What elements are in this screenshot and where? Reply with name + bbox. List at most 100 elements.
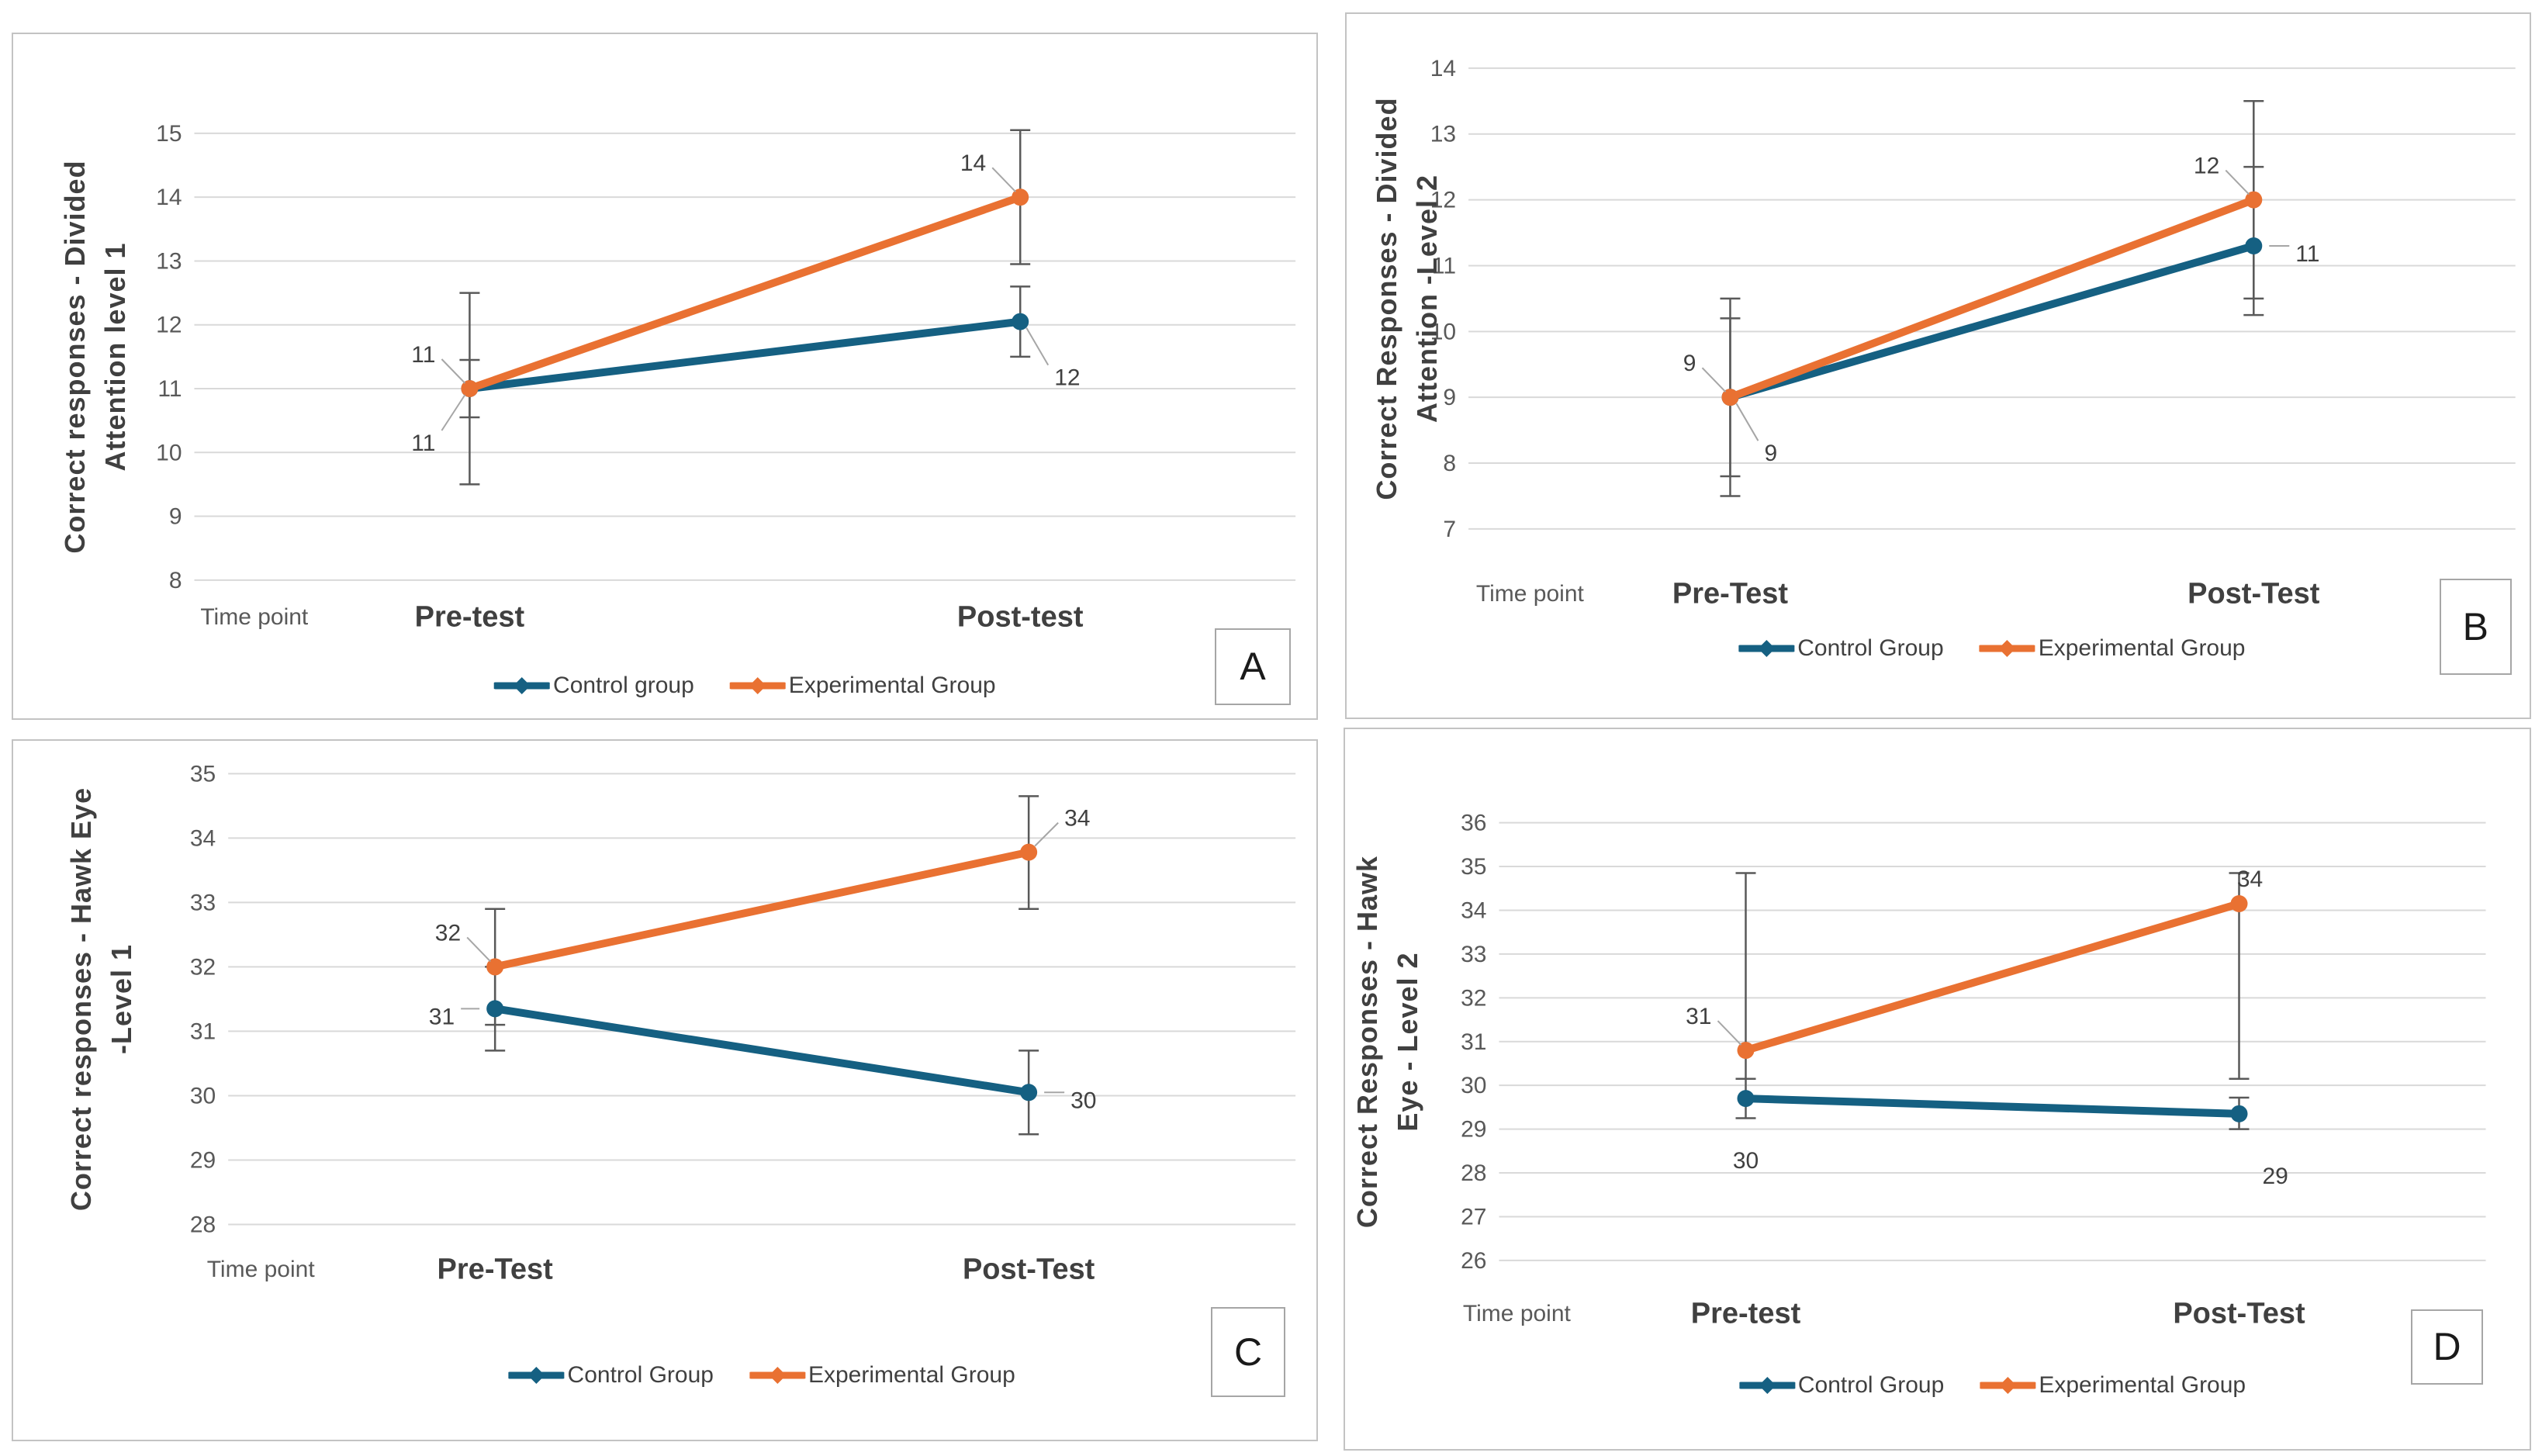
y-tick-label: 12 — [156, 313, 182, 338]
y-tick-label: 31 — [190, 1019, 216, 1044]
data-point-marker — [1737, 1042, 1755, 1060]
experimental-line-marker-icon — [749, 1366, 805, 1385]
label-leader-line — [466, 936, 491, 963]
chart-panel-b: 7 8 9 10 11 12 13 14 9 11 9 12 Correct Responses - … — [1345, 12, 2531, 719]
label-leader-line — [441, 394, 466, 431]
experimental-line-marker-icon — [729, 676, 786, 695]
legend-item-control: Control group — [494, 673, 694, 699]
data-point-marker — [2245, 237, 2263, 254]
y-tick-label: 26 — [1461, 1248, 1486, 1274]
y-tick-label: 11 — [1432, 253, 1456, 278]
y-tick-label: 29 — [1461, 1117, 1486, 1143]
y-tick-label: 12 — [1430, 188, 1456, 213]
y-axis-title: Correct responses - Hawk Eye -Level 1 — [65, 787, 138, 1212]
y-tick-label: 15 — [156, 121, 182, 147]
series-line — [465, 317, 1025, 393]
y-tick-label: 30 — [1461, 1073, 1486, 1098]
y-tick-label: 14 — [156, 185, 182, 210]
y-axis-title: Correct responses - Divided Attention lev… — [58, 160, 131, 554]
label-leader-line — [2225, 169, 2250, 195]
category-label-post: Post-test — [956, 600, 1084, 634]
label-leader-line — [1717, 1020, 1742, 1046]
label-leader-line — [1735, 403, 1759, 441]
data-label: 31 — [429, 1004, 455, 1029]
legend-item-experimental: Experimental Group — [729, 673, 996, 699]
category-label-pre: Pre-Test — [437, 1253, 553, 1286]
data-label: 30 — [1070, 1088, 1096, 1113]
data-point-marker — [2230, 895, 2248, 913]
data-label: 11 — [2295, 241, 2319, 267]
label-leader-line — [1034, 821, 1059, 847]
chart-panel-a: 8 9 10 11 12 13 14 15 11 12 11 14 Correct responses… — [12, 33, 1318, 720]
data-point-marker — [1012, 188, 1029, 206]
data-label: 34 — [2237, 866, 2263, 892]
category-label-pre: Pre-test — [414, 600, 525, 634]
experimental-line-marker-icon — [1980, 1376, 2036, 1395]
label-leader-line — [991, 167, 1016, 192]
data-point-marker — [1020, 843, 1038, 861]
y-tick-label: 33 — [190, 890, 216, 915]
y-tick-label: 13 — [1430, 122, 1456, 147]
y-tick-label: 13 — [156, 248, 182, 274]
y-tick-label: 28 — [1461, 1160, 1486, 1186]
chart-panel-d: 26 27 28 29 30 31 32 33 34 35 36 30 29 31 34 Correct R… — [1344, 728, 2531, 1451]
chart-svg: 28 29 30 31 32 33 34 35 31 30 32 34 — [190, 761, 1296, 1237]
y-tick-label: 7 — [1443, 517, 1456, 542]
series-line — [491, 848, 1033, 971]
series-line — [1741, 1095, 2243, 1118]
legend-item-experimental: Experimental Group — [1980, 1372, 2246, 1399]
legend-item-control: Control Group — [1738, 635, 1944, 662]
y-tick-label: 10 — [1430, 319, 1456, 344]
legend-item-experimental: Experimental Group — [749, 1362, 1015, 1389]
series-line — [491, 1005, 1033, 1097]
legend-item-experimental: Experimental Group — [1979, 635, 2245, 662]
y-tick-label: 35 — [190, 761, 216, 787]
y-axis-title: Correct Responses - Hawk Eye - Level 2 — [1351, 855, 1423, 1228]
data-label: 9 — [1683, 351, 1696, 376]
y-tick-label: 35 — [1461, 854, 1486, 880]
data-point-marker — [1012, 313, 1029, 330]
category-label-post: Post-Test — [2173, 1297, 2305, 1330]
chart-svg: 26 27 28 29 30 31 32 33 34 35 36 30 29 31 34 — [1461, 811, 2486, 1274]
data-point-marker — [486, 958, 504, 976]
data-label: 14 — [960, 150, 986, 176]
y-tick-label: 34 — [1461, 897, 1486, 923]
x-axis-title: Time point — [1475, 581, 1584, 607]
data-point-marker — [486, 1000, 504, 1018]
y-tick-label: 32 — [1461, 985, 1486, 1011]
control-line-marker-icon — [508, 1366, 565, 1385]
panel-letter-badge: C — [1210, 1306, 1286, 1398]
data-label: 11 — [411, 342, 435, 368]
data-point-marker — [2230, 1105, 2248, 1122]
label-leader-line — [1025, 327, 1050, 366]
chart-svg: 8 9 10 11 12 13 14 15 11 12 11 14 — [156, 121, 1296, 593]
y-tick-label: 32 — [190, 954, 216, 980]
experimental-line-marker-icon — [1979, 639, 2035, 658]
series-line — [1726, 241, 2258, 402]
y-tick-label: 29 — [190, 1147, 216, 1173]
data-label: 32 — [435, 920, 461, 946]
plot-area: 7 8 9 10 11 12 13 14 9 11 9 12 — [1347, 14, 2530, 718]
y-tick-label: 9 — [169, 504, 182, 530]
category-label-post: Post-Test — [962, 1253, 1095, 1286]
data-label: 34 — [1064, 806, 1090, 832]
y-tick-label: 8 — [169, 568, 182, 593]
y-tick-label: 10 — [156, 440, 182, 465]
panel-letter-badge: D — [2411, 1309, 2483, 1385]
data-point-marker — [1721, 389, 1739, 406]
chart-panel-c: 28 29 30 31 32 33 34 35 31 30 32 34 Correct respons… — [12, 739, 1318, 1441]
y-tick-label: 27 — [1461, 1204, 1486, 1229]
data-label: 31 — [1686, 1004, 1711, 1029]
y-tick-label: 34 — [190, 825, 216, 851]
data-label: 12 — [1054, 365, 1080, 391]
x-axis-title: Time point — [206, 1257, 315, 1283]
data-point-marker — [1737, 1090, 1755, 1108]
data-label: 9 — [1764, 441, 1777, 466]
category-label-pre: Pre-Test — [1672, 577, 1789, 610]
label-leader-line — [441, 358, 466, 384]
y-tick-label: 28 — [190, 1212, 216, 1237]
plot-area: 8 9 10 11 12 13 14 15 11 12 11 14 — [13, 34, 1316, 718]
y-tick-label: 9 — [1443, 385, 1456, 410]
y-tick-label: 30 — [190, 1083, 216, 1108]
